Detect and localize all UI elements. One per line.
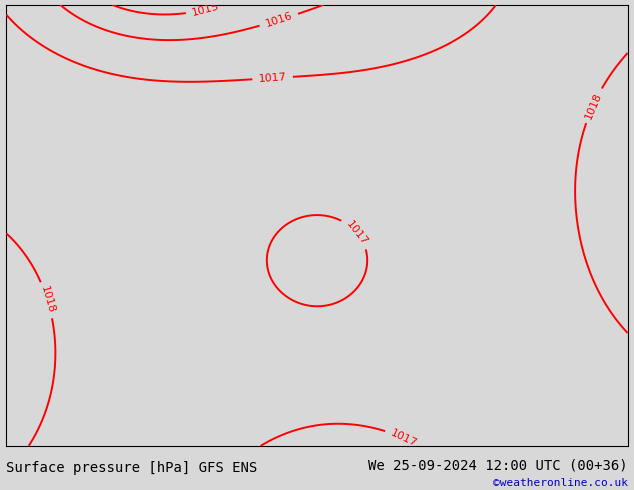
- Text: 1016: 1016: [264, 11, 294, 29]
- Text: 1017: 1017: [389, 428, 419, 449]
- Text: ©weatheronline.co.uk: ©weatheronline.co.uk: [493, 478, 628, 488]
- Text: 1015: 1015: [191, 1, 221, 18]
- Text: 1018: 1018: [39, 285, 56, 315]
- Text: 1017: 1017: [258, 72, 287, 84]
- Text: Surface pressure [hPa] GFS ENS: Surface pressure [hPa] GFS ENS: [6, 461, 257, 475]
- Text: 1018: 1018: [583, 91, 603, 121]
- Text: 1017: 1017: [344, 219, 370, 247]
- Text: We 25-09-2024 12:00 UTC (00+36): We 25-09-2024 12:00 UTC (00+36): [368, 459, 628, 473]
